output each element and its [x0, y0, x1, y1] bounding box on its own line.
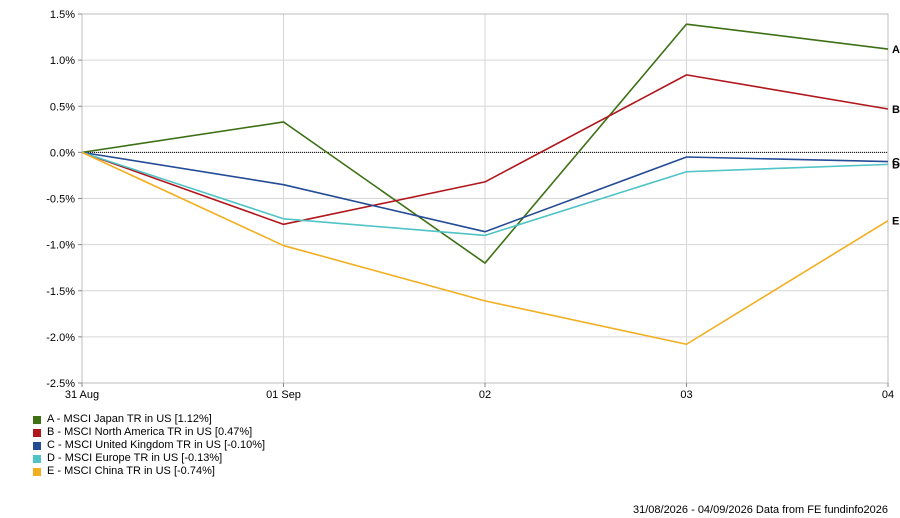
gridlines — [82, 13, 888, 384]
y-tick-label: -2.0% — [46, 332, 75, 344]
line-chart: 1.5% 1.0% 0.5% 0.0% -0.5% -1.0% -1.5% -2.0% -2.5… — [46, 9, 900, 401]
legend: A - MSCI Japan TR in US [1.12%] B - MSCI… — [33, 413, 265, 478]
y-tick-label: 1.0% — [50, 55, 75, 67]
legend-swatch-c — [33, 441, 41, 450]
legend-item-a: A - MSCI Japan TR in US [1.12%] — [33, 413, 265, 426]
legend-label-b: B - MSCI North America TR in US [0.47%] — [47, 426, 253, 438]
y-tick-label: 1.5% — [50, 9, 75, 21]
legend-label-e: E - MSCI China TR in US [-0.74%] — [47, 465, 215, 477]
series-line-b — [81, 74, 889, 226]
series-end-label-a: A — [892, 44, 900, 56]
x-tick-label: 04 — [882, 389, 894, 401]
series-end-labels: A B CD E — [892, 44, 900, 228]
series-end-label-c: C — [892, 157, 900, 169]
y-axis: 1.5% 1.0% 0.5% 0.0% -0.5% -1.0% -1.5% -2.0% -2.5… — [46, 9, 82, 390]
legend-item-e: E - MSCI China TR in US [-0.74%] — [33, 465, 265, 478]
series-end-label-d: D — [892, 159, 900, 171]
series-line-c — [81, 151, 889, 233]
series-line-d — [81, 151, 889, 237]
x-tick-label: 02 — [479, 389, 491, 401]
y-tick-label: -0.5% — [46, 194, 75, 206]
y-tick-label: -2.5% — [46, 378, 75, 390]
legend-label-a: A - MSCI Japan TR in US [1.12%] — [47, 413, 212, 425]
legend-swatch-b — [33, 428, 41, 437]
y-tick-label: -1.5% — [46, 286, 75, 298]
series-lines — [81, 23, 889, 346]
legend-label-d: D - MSCI Europe TR in US [-0.13%] — [47, 452, 223, 464]
legend-swatch-e — [33, 467, 41, 476]
legend-swatch-a — [33, 415, 41, 424]
series-end-label-b: B — [892, 104, 900, 116]
legend-item-c: C - MSCI United Kingdom TR in US [-0.10%… — [33, 439, 265, 452]
series-line-e — [81, 151, 889, 346]
series-end-label-e: E — [892, 216, 899, 228]
legend-item-b: B - MSCI North America TR in US [0.47%] — [33, 426, 265, 439]
legend-label-c: C - MSCI United Kingdom TR in US [-0.10%… — [47, 439, 266, 451]
data-source-footer: 31/08/2026 - 04/09/2026 Data from FE fun… — [632, 504, 888, 516]
y-tick-label: -1.0% — [46, 240, 75, 252]
legend-item-d: D - MSCI Europe TR in US [-0.13%] — [33, 452, 265, 465]
y-tick-label: 0.5% — [50, 101, 75, 113]
x-tick-label: 31 Aug — [65, 389, 99, 401]
x-tick-label: 03 — [680, 389, 692, 401]
x-tick-label: 01 Sep — [266, 389, 301, 401]
legend-swatch-d — [33, 454, 41, 463]
series-line-a — [81, 23, 889, 264]
y-tick-label: 0.0% — [50, 147, 75, 159]
x-axis: 31 Aug 01 Sep 02 03 04 — [65, 383, 894, 401]
